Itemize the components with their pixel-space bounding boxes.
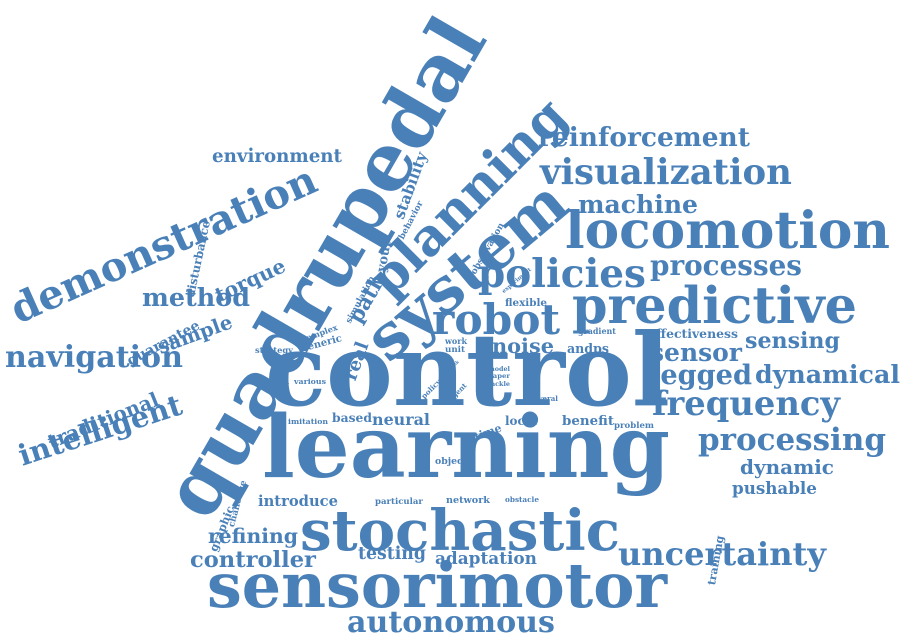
word-gradient: gradient (578, 327, 616, 336)
word-based: based (332, 410, 372, 425)
word-legged: legged (650, 359, 752, 391)
word-frequency: frequency (652, 383, 840, 423)
word-pushable: pushable (732, 478, 817, 498)
word-effectiveness: effectiveness (648, 326, 738, 341)
word-sensorimotor: sensorimotor (207, 549, 668, 622)
word-environment: environment (212, 146, 342, 167)
word-problem: problem (614, 421, 654, 431)
word-autonomous: autonomous (347, 605, 555, 640)
word-various: various (294, 377, 326, 386)
word-policies: policies (478, 251, 646, 297)
word-introduce: introduce (258, 493, 338, 510)
word-machine: machine (578, 189, 699, 219)
word-andps: andps (567, 341, 609, 356)
word-adaptation: adaptation (435, 548, 537, 568)
word-control: control (265, 311, 670, 429)
word-dynamic: dynamic (740, 455, 834, 479)
word-noise: noise (492, 333, 554, 358)
word-learning: learning (262, 397, 670, 498)
word-imitation: imitation (288, 417, 329, 426)
word-stochastic: stochastic (300, 498, 620, 564)
word-paper: paper (488, 372, 510, 380)
word-tackle: tackle (488, 380, 510, 388)
word-visualization: visualization (540, 152, 792, 193)
word-processing: processing (698, 422, 886, 458)
word-controller: controller (190, 547, 316, 573)
word-network: network (446, 495, 490, 506)
word-obstacle: obstacle (505, 495, 539, 504)
word-benefit: benefit (562, 413, 614, 429)
word-dynamical: dynamical (755, 359, 900, 389)
word-flexible: flexible (505, 297, 548, 309)
word-reinforcement: reinforcement (538, 122, 750, 153)
word-method: method (142, 282, 250, 312)
word-testing: testing (358, 544, 426, 564)
word-several: several (530, 394, 558, 403)
word-sensor: sensor (650, 338, 742, 367)
word-particular: particular (375, 497, 423, 507)
word-refining: refining (208, 524, 298, 548)
word-predictive: predictive (572, 275, 857, 335)
word-navigation: navigation (5, 340, 183, 375)
word-strategy: strategy (255, 345, 293, 355)
word-object: object (435, 456, 467, 467)
word-model: model (488, 365, 510, 373)
word-neural: neural (372, 410, 430, 429)
word-sensing: sensing (745, 328, 840, 354)
word-robot: robot (432, 294, 561, 344)
word-unit: unit (445, 345, 465, 355)
word-uncertainty: uncertainty (618, 535, 826, 573)
word-local: local (505, 414, 537, 428)
word-processes: processes (650, 249, 802, 282)
word-locomotion: locomotion (565, 200, 890, 261)
word-work: work (445, 336, 467, 346)
